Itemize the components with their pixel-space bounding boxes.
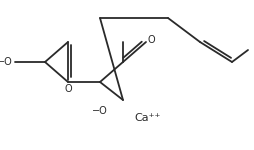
Text: Ca⁺⁺: Ca⁺⁺ (134, 113, 161, 123)
Text: O: O (147, 35, 155, 45)
Text: −O: −O (92, 106, 107, 116)
Text: O: O (64, 84, 72, 94)
Text: −O: −O (0, 57, 13, 67)
